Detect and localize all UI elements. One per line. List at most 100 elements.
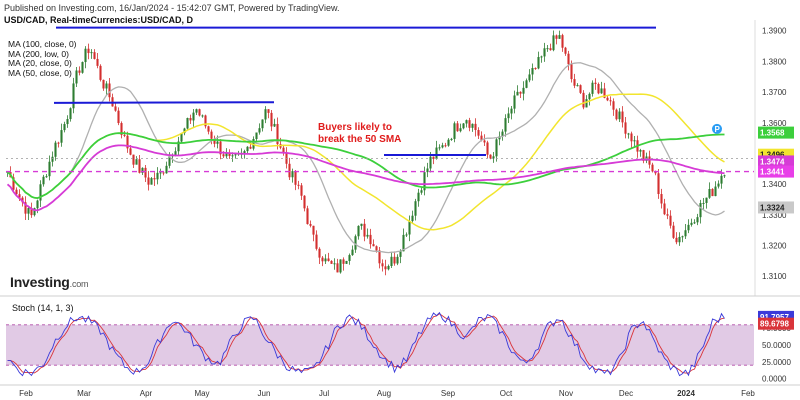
candle-body [303,195,306,209]
candle-body [306,208,309,225]
candle-body [399,251,402,257]
candle-body [603,88,606,98]
candle-body [528,74,531,81]
candle-body [699,203,702,218]
candle-body [66,119,69,125]
stoch-k-line [7,311,725,377]
candle-body [54,142,57,157]
candle-body [390,256,393,266]
candle-body [270,112,273,127]
candle-body [189,118,192,121]
candle-body [333,263,336,265]
stoch-lines [7,311,725,377]
time-tick-label: Feb [19,389,33,398]
price-tick-label: 1.3600 [762,119,787,128]
time-tick-label: Jun [258,389,271,398]
candle-body [459,128,462,132]
price-tick-label: 1.3900 [762,27,787,36]
legend-ma-20: MA (20, close, 0) [8,58,72,68]
candle-body [267,109,270,113]
time-axis: Feb Mar Apr May Jun Jul Aug Sep Oct Nov Dec 2024 Feb [19,389,755,398]
candle-body [60,130,63,143]
candle-body [135,159,138,165]
candle-body [606,97,609,101]
candle-body [192,112,195,121]
candle-body [489,154,492,159]
candle-body [222,154,225,157]
candle-body [507,113,510,119]
candle-body [453,123,456,139]
candle-body [90,52,93,54]
candle-body [246,146,249,152]
candle-body [348,255,351,261]
candle-body [204,115,207,127]
candle-body [675,237,678,243]
candle-body [132,154,135,165]
candle-body [318,248,321,258]
stoch-tick-label: 0.0000 [762,375,787,384]
candle-body [93,52,96,59]
candle-body [30,208,33,216]
candle-body [57,142,60,144]
candle-body [198,109,201,116]
badge-ma100-label: 1.3568 [760,129,785,138]
candle-body [105,83,108,89]
legend-ma-50: MA (50, close, 0) [8,67,72,78]
time-tick-label: Dec [619,389,633,398]
candle-body [438,147,441,149]
badge-ma200-box [758,155,794,168]
candle-body [108,83,111,98]
candle-body [129,148,132,155]
candle-body [183,128,186,134]
candle-body [258,128,261,133]
candle-body [339,259,342,273]
candle-body [393,256,396,264]
time-tick-label: 2024 [677,389,695,398]
candle-body [39,184,42,201]
candle-body [591,82,594,94]
price-axis: 1.31001.32001.33001.34001.35001.36001.37… [0,20,800,386]
candle-body [363,223,366,237]
candle-body [228,153,231,156]
candle-body [720,175,723,184]
stoch-band [6,324,754,366]
legend-ma-200: MA (200, low, 0) [8,48,69,59]
candle-body [465,120,468,124]
candle-body [711,188,714,197]
publish-info: Published on Investing.com, 16/Jan/2024 … [4,3,340,13]
candle-body [162,172,165,174]
candle-body [87,48,90,54]
candle-body [36,200,39,209]
candle-body [327,258,330,261]
candle-body [147,177,150,185]
candle-body [408,221,411,235]
badge-stoch-k-label: 91.7957 [760,313,789,322]
badge-stoch-d-box [758,317,794,330]
candle-body [201,115,204,117]
badge-stoch-d-label: 89.6798 [760,320,789,329]
candle-body [621,111,624,123]
candle-body [543,48,546,57]
candle-body [309,224,312,226]
candle-body [96,58,99,66]
candle-body [288,163,291,178]
candle-body [651,164,654,172]
candle-body [366,234,369,237]
candle-body [486,142,489,155]
candle-body [681,236,684,238]
candle-body [531,67,534,75]
candle-body [51,156,54,162]
candle-body [468,120,471,128]
candle-body [273,123,276,127]
candle-body [225,153,228,157]
candle-body [435,147,438,159]
stoch-tick-label: 25.0000 [762,358,791,367]
candle-body [633,140,636,142]
price-tick-label: 1.3200 [762,242,787,251]
candle-body [513,95,516,109]
candle-body [99,65,102,80]
candle-body [342,259,345,264]
stoch-d-line [7,313,725,374]
candle-body [630,133,633,142]
